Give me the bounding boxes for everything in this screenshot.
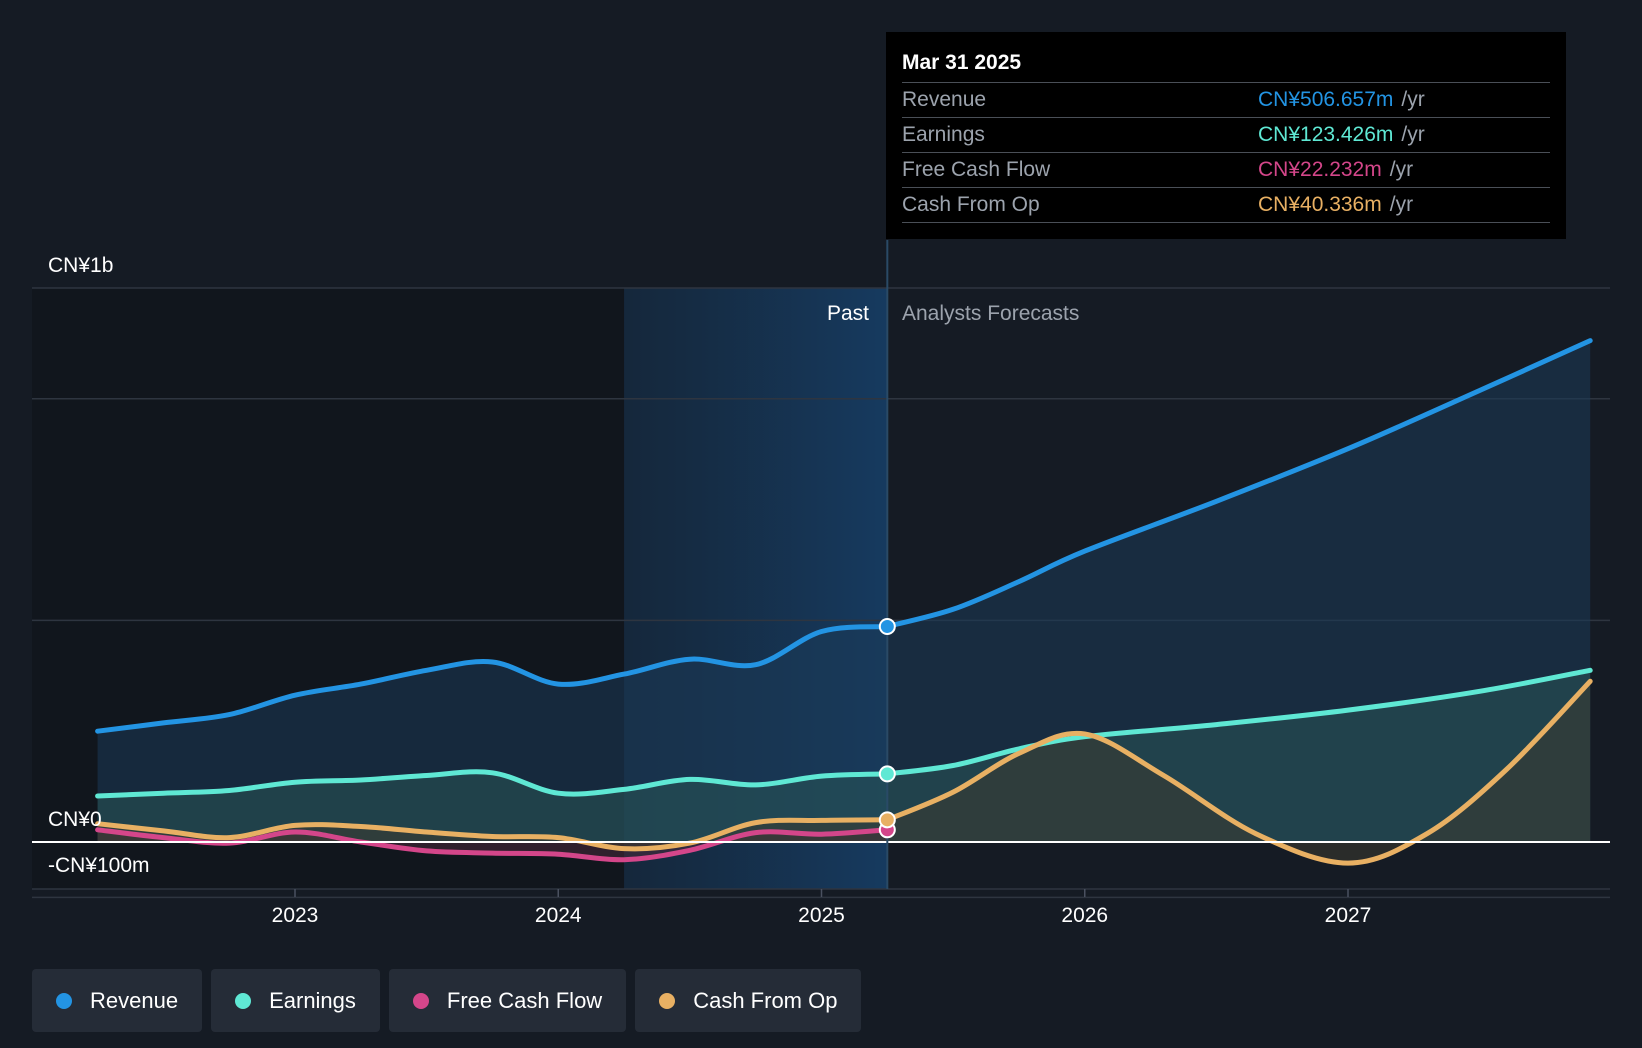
legend-item-free-cash-flow[interactable]: Free Cash Flow xyxy=(388,969,627,1032)
cash-from-op-line xyxy=(95,817,890,852)
tooltip-value: CN¥506.657m xyxy=(1258,88,1394,111)
legend-label: Cash From Op xyxy=(693,987,838,1013)
x-axis-ticks: 2023 2024 2025 2026 2027 xyxy=(272,889,1372,927)
tooltip: Mar 31 2025 Revenue CN¥506.657m /yr Earn… xyxy=(886,32,1566,239)
cash-from-op-forecast-area xyxy=(887,681,1591,864)
tooltip-date: Mar 31 2025 xyxy=(902,51,1022,74)
tooltip-row-free-cash-flow: Free Cash Flow CN¥22.232m /yr xyxy=(902,152,1550,187)
series-lines xyxy=(95,338,1593,866)
tooltip-label: Earnings xyxy=(902,123,985,146)
tooltip-row-earnings: Earnings CN¥123.426m /yr xyxy=(902,117,1550,152)
free-cash-flow-dot-icon xyxy=(412,992,429,1009)
revenue-forecast-line xyxy=(884,338,1593,629)
tooltip-label: Revenue xyxy=(902,88,987,111)
revenue-line xyxy=(95,624,890,734)
earnings-dot-icon xyxy=(235,992,252,1009)
tooltip-value: CN¥40.336m xyxy=(1258,193,1382,216)
forecast-label: Analysts Forecasts xyxy=(902,302,1079,325)
legend-label: Earnings xyxy=(269,987,356,1013)
tooltip-row-cash-from-op: Cash From Op CN¥40.336m /yr xyxy=(902,187,1550,223)
y-axis-label-top: CN¥1b xyxy=(48,254,113,277)
x-tick-label: 2023 xyxy=(272,904,319,927)
legend-item-revenue[interactable]: Revenue xyxy=(32,969,203,1032)
tooltip-value: CN¥123.426m xyxy=(1258,123,1394,146)
tooltip-unit: /yr xyxy=(1389,158,1414,181)
x-tick-label: 2024 xyxy=(535,904,582,927)
earnings-marker xyxy=(878,765,896,783)
tooltip-value: CN¥22.232m xyxy=(1258,158,1382,181)
earnings-forecast-line xyxy=(884,667,1593,777)
cash-from-op-dot-icon xyxy=(659,992,676,1009)
legend-label: Revenue xyxy=(90,987,179,1013)
past-label: Past xyxy=(827,302,869,325)
earnings-line xyxy=(95,769,890,799)
x-tick-label: 2027 xyxy=(1325,904,1372,927)
x-tick-label: 2025 xyxy=(798,904,845,927)
cash-from-op-marker xyxy=(878,811,896,829)
cash-from-op-forecast-line xyxy=(884,678,1593,866)
series-markers xyxy=(878,617,896,839)
tooltip-label: Free Cash Flow xyxy=(902,158,1051,181)
tooltip-unit: /yr xyxy=(1401,88,1425,111)
revenue-dot-icon xyxy=(56,992,72,1009)
legend-item-earnings[interactable]: Earnings xyxy=(211,969,380,1032)
y-axis-label-bottom: -CN¥100m xyxy=(48,854,150,877)
legend: Revenue Earnings Free Cash Flow Cash Fro… xyxy=(32,969,862,1032)
free-cash-flow-line xyxy=(95,827,890,863)
tooltip-unit: /yr xyxy=(1401,123,1425,146)
tooltip-unit: /yr xyxy=(1389,193,1414,216)
revenue-marker xyxy=(878,617,896,635)
tooltip-row-revenue: Revenue CN¥506.657m /yr xyxy=(902,82,1550,117)
y-axis-label-zero: CN¥0 xyxy=(48,808,102,831)
legend-item-cash-from-op[interactable]: Cash From Op xyxy=(635,969,862,1032)
legend-label: Free Cash Flow xyxy=(446,987,603,1013)
x-tick-label: 2026 xyxy=(1061,904,1108,927)
tooltip-label: Cash From Op xyxy=(902,193,1040,216)
